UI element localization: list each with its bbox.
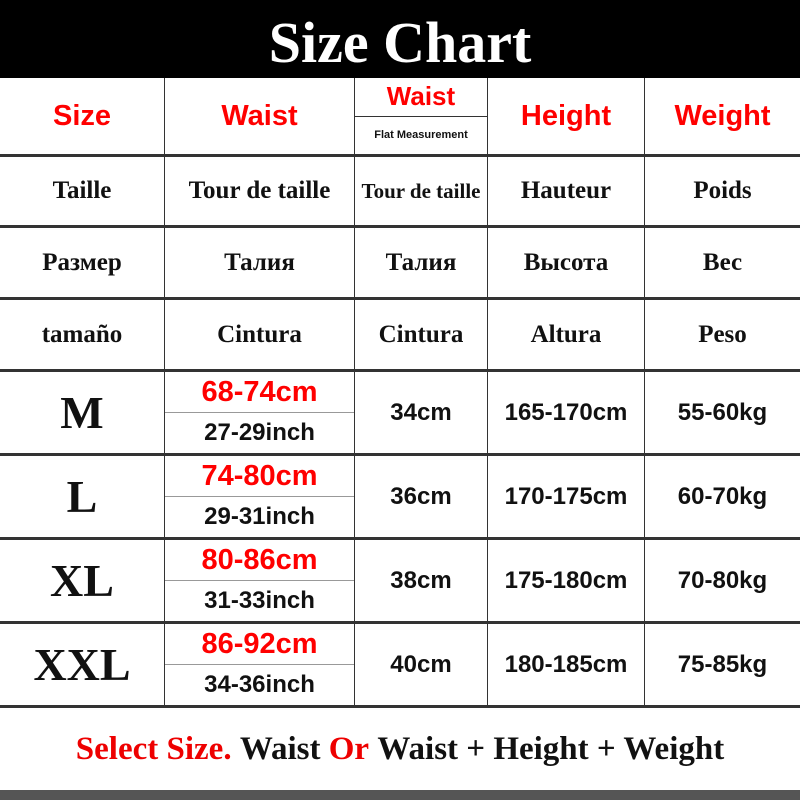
page-title: Size Chart: [0, 0, 800, 78]
size-label: M: [0, 372, 165, 456]
translation-cell: Талия: [165, 228, 355, 300]
header-waist-flat: Waist Flat Measurement: [355, 78, 488, 157]
header-weight: Weight: [645, 78, 800, 157]
header-size: Size: [0, 78, 165, 157]
translation-cell: Cintura: [355, 300, 488, 372]
translation-cell: Размер: [0, 228, 165, 300]
translation-cell: Талия: [355, 228, 488, 300]
bottom-bar: [0, 790, 800, 800]
waist-cm: 80-86cm: [165, 540, 354, 581]
height-value: 170-175cm: [488, 456, 645, 540]
size-table: Size Waist Waist Flat Measurement Height…: [0, 78, 800, 708]
waist-cell: 86-92cm 34-36inch: [165, 624, 355, 708]
waist-cell: 68-74cm 27-29inch: [165, 372, 355, 456]
translation-cell: Taille: [0, 157, 165, 228]
waist-cm: 74-80cm: [165, 456, 354, 497]
flat-waist: 40cm: [355, 624, 488, 708]
translation-cell: tamaño: [0, 300, 165, 372]
translation-cell: Cintura: [165, 300, 355, 372]
waist-inch: 31-33inch: [204, 587, 315, 614]
translation-cell: Peso: [645, 300, 800, 372]
waist-cell: 80-86cm 31-33inch: [165, 540, 355, 624]
waist-inch: 27-29inch: [204, 419, 315, 446]
flat-measurement-note: Flat Measurement: [374, 129, 468, 142]
height-value: 175-180cm: [488, 540, 645, 624]
footer-select-size: Select Size.: [75, 730, 232, 767]
flat-waist: 36cm: [355, 456, 488, 540]
size-label: L: [0, 456, 165, 540]
footer-waist: Waist: [239, 730, 321, 767]
waist-cm: 68-74cm: [165, 372, 354, 413]
waist-cell: 74-80cm 29-31inch: [165, 456, 355, 540]
header-waist: Waist: [165, 78, 355, 157]
weight-value: 75-85kg: [645, 624, 800, 708]
header-waist-flat-label: Waist: [355, 78, 487, 117]
translation-cell: Altura: [488, 300, 645, 372]
header-height: Height: [488, 78, 645, 157]
translation-cell: Высота: [488, 228, 645, 300]
translation-cell: Tour de taille: [355, 157, 488, 228]
height-value: 180-185cm: [488, 624, 645, 708]
footer-or: Or: [328, 730, 370, 767]
size-label: XXL: [0, 624, 165, 708]
translation-cell: Вес: [645, 228, 800, 300]
weight-value: 60-70kg: [645, 456, 800, 540]
footer-note: Select Size. Waist Or Waist + Height + W…: [0, 708, 800, 790]
translation-cell: Hauteur: [488, 157, 645, 228]
weight-value: 55-60kg: [645, 372, 800, 456]
translation-cell: Tour de taille: [165, 157, 355, 228]
weight-value: 70-80kg: [645, 540, 800, 624]
waist-cm: 86-92cm: [165, 624, 354, 665]
flat-waist: 38cm: [355, 540, 488, 624]
flat-waist: 34cm: [355, 372, 488, 456]
footer-combo: Waist + Height + Weight: [377, 730, 725, 767]
waist-inch: 34-36inch: [204, 671, 315, 698]
translation-cell: Poids: [645, 157, 800, 228]
size-label: XL: [0, 540, 165, 624]
height-value: 165-170cm: [488, 372, 645, 456]
waist-inch: 29-31inch: [204, 503, 315, 530]
